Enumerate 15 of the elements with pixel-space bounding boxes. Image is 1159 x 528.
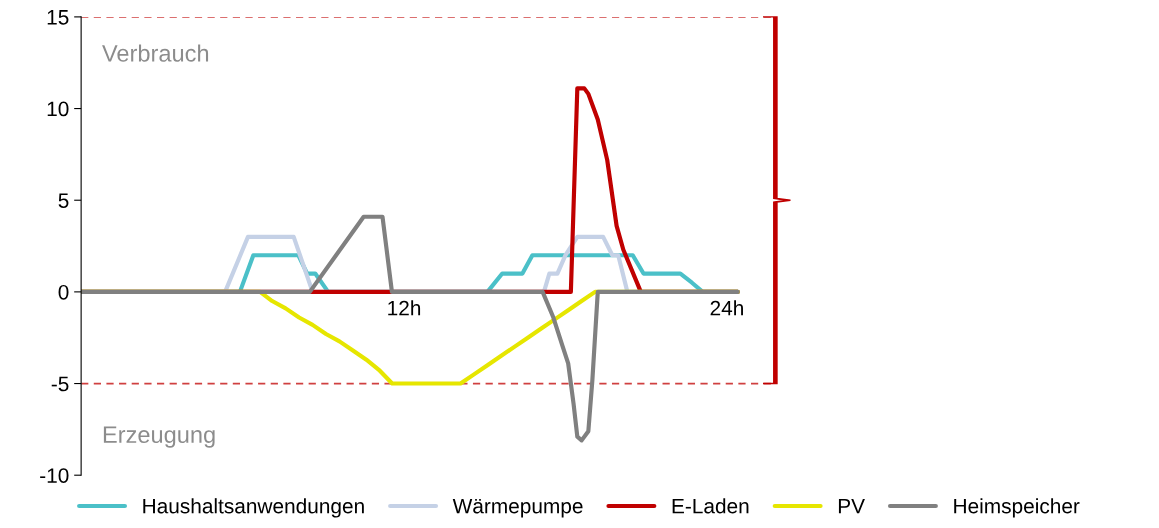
annotation: Verbrauch xyxy=(102,44,209,62)
legend-label: PV xyxy=(838,498,865,514)
legend-label: Wärmepumpe xyxy=(452,498,583,518)
y-tick-label: -10 xyxy=(40,468,69,483)
x-tick-label: 24h xyxy=(710,300,743,316)
x-tick-label: 12h xyxy=(388,300,421,316)
legend-label: Heimspeicher xyxy=(954,498,1080,518)
annotation: Erzeugung xyxy=(103,426,215,448)
y-tick-label: 10 xyxy=(47,101,69,117)
y-tick-label: 0 xyxy=(58,284,69,300)
y-tick-label: 5 xyxy=(58,193,69,208)
y-tick-label: 15 xyxy=(47,10,69,25)
legend-label: Haushaltsanwendungen xyxy=(143,498,364,518)
legend-label: E-Laden xyxy=(672,498,749,514)
y-tick-label: -5 xyxy=(51,376,69,392)
